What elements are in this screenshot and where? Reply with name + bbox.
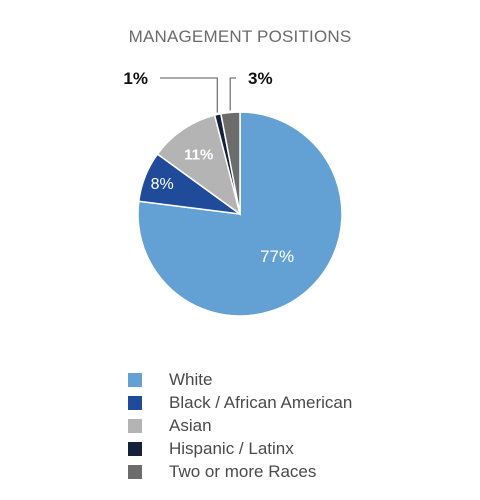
pie-slice-two-or-more-races: [220, 111, 241, 215]
data-label-two-or-more-races: 3%: [248, 69, 273, 88]
legend-item-two-or-more-races: Two or more Races: [128, 460, 352, 483]
legend-label: White: [169, 369, 213, 389]
legend-swatch: [128, 464, 142, 479]
legend-item-hispanic-latinx: Hispanic / Latinx: [128, 437, 352, 460]
legend-item-white: White: [128, 368, 352, 391]
data-label-hispanic-latinx: 1%: [123, 69, 148, 88]
legend: White Black / African American Asian Hispan…: [128, 368, 352, 483]
data-label-black-african-american: 8%: [151, 176, 174, 193]
legend-swatch: [128, 441, 142, 456]
legend-item-black-african-american: Black / African American: [128, 391, 352, 414]
chart-title: MANAGEMENT POSITIONS: [128, 27, 352, 46]
legend-label: Two or more Races: [169, 461, 317, 481]
pie-slice-asian: [156, 114, 242, 216]
legend-swatch: [128, 395, 142, 410]
legend-swatch: [128, 372, 142, 387]
legend-label: Asian: [169, 415, 212, 435]
legend-item-asian: Asian: [128, 414, 352, 437]
callout-line-two-or-more-races: [229, 77, 236, 111]
data-label-white: 77%: [260, 247, 294, 266]
legend-label: Hispanic / Latinx: [169, 438, 294, 458]
data-label-asian: 11%: [184, 146, 213, 163]
legend-label: Black / African American: [169, 392, 353, 412]
callout-line-hispanic-latinx: [160, 77, 218, 113]
pie-chart: 77% 8% 11% 1% 3%: [123, 69, 343, 317]
legend-swatch: [128, 418, 142, 433]
